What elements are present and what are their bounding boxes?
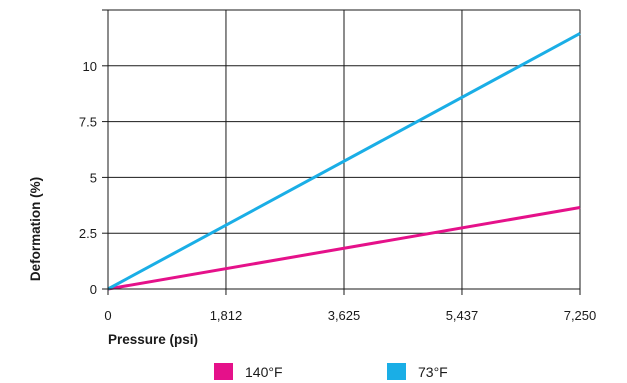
y-tick-label: 7.5 xyxy=(79,115,97,130)
y-tick-label: 5 xyxy=(90,170,97,185)
legend: 140°F 73°F xyxy=(214,363,448,380)
axes xyxy=(102,9,581,295)
series-line-1 xyxy=(107,32,581,291)
x-tick-label: 5,437 xyxy=(446,308,479,323)
grid xyxy=(108,9,581,289)
y-axis-title: Deformation (%) xyxy=(28,177,43,281)
x-tick-label: 0 xyxy=(104,308,111,323)
y-tick-label: 0 xyxy=(90,282,97,297)
x-tick-label: 3,625 xyxy=(328,308,361,323)
legend-label: 140°F xyxy=(245,364,283,380)
legend-item-0: 140°F xyxy=(214,363,283,380)
series-line-0 xyxy=(107,206,581,291)
y-tick-labels: 0 2.5 5 7.5 10 xyxy=(79,59,97,297)
legend-swatch xyxy=(214,363,233,380)
series-layer xyxy=(107,32,581,291)
y-tick-label: 10 xyxy=(83,59,97,74)
x-axis-title: Pressure (psi) xyxy=(108,332,198,347)
legend-label: 73°F xyxy=(418,364,448,380)
x-tick-label: 7,250 xyxy=(564,308,597,323)
y-tick-label: 2.5 xyxy=(79,226,97,241)
x-tick-label: 1,812 xyxy=(210,308,243,323)
legend-item-1: 73°F xyxy=(387,363,448,380)
legend-swatch xyxy=(387,363,406,380)
x-tick-labels: 0 1,812 3,625 5,437 7,250 xyxy=(104,308,596,323)
